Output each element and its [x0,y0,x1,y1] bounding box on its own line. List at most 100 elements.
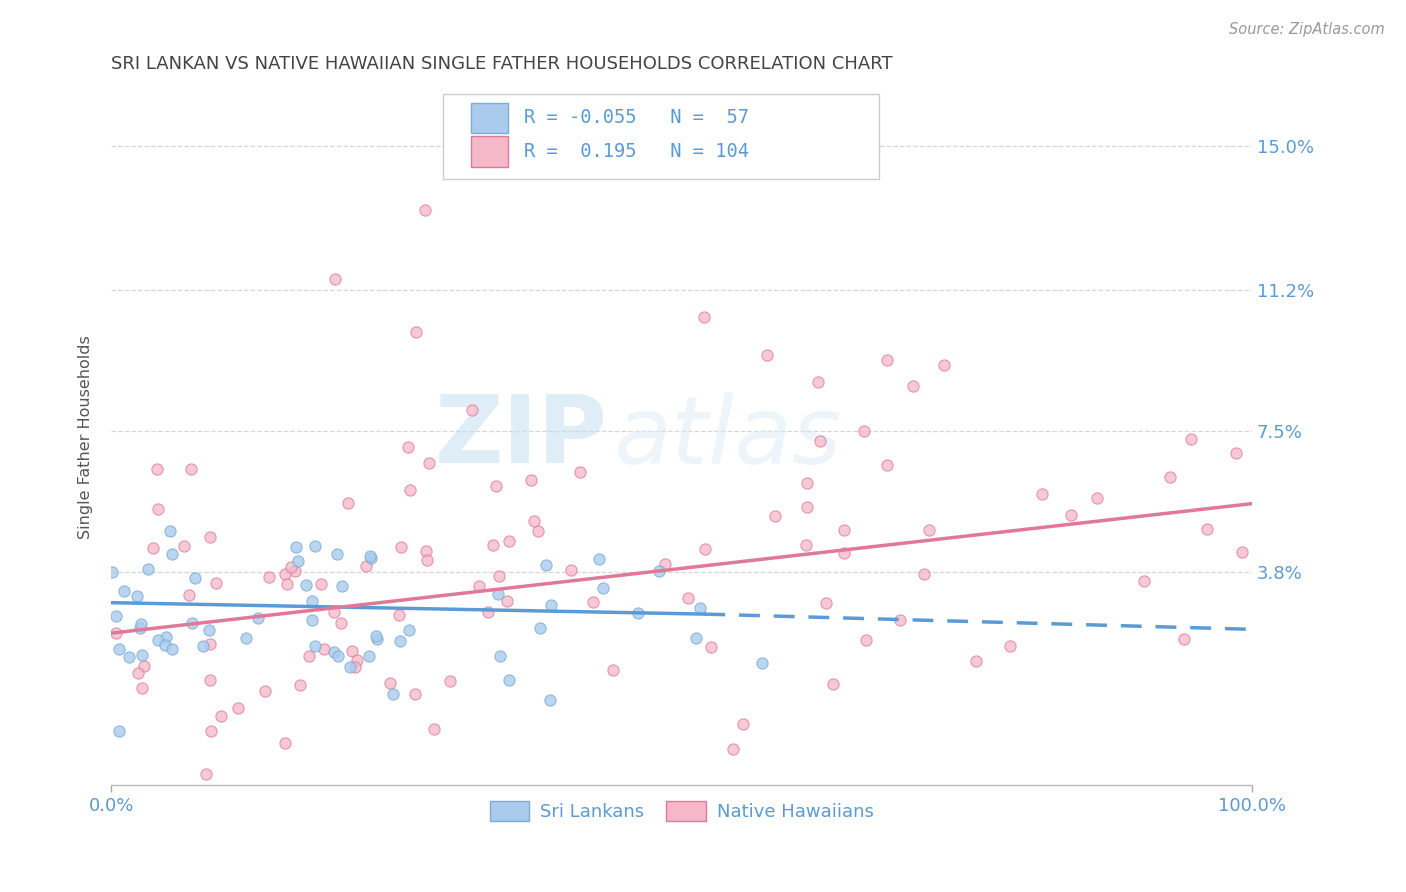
Point [733,717,755,731]
Point [105,609,128,624]
Point [415,544,437,558]
Point [364,629,387,643]
Point [416,553,439,567]
Text: ZIP: ZIP [434,391,607,483]
Point [481,538,503,552]
Point [323,271,346,285]
Point [153,638,176,652]
Point [1180,432,1202,446]
Point [274,736,297,750]
Point [132,658,155,673]
Point [855,632,877,647]
Point [396,440,419,454]
Point [118,650,141,665]
Point [965,654,987,668]
Point [304,540,326,554]
Point [200,724,222,739]
Point [523,514,546,528]
Point [342,644,364,658]
Point [326,648,349,663]
Point [439,674,461,689]
Point [917,523,939,537]
Point [1173,632,1195,647]
Point [477,605,499,619]
Point [160,548,183,562]
Point [678,591,700,606]
Point [360,551,382,566]
Point [337,496,360,510]
Point [998,639,1021,653]
Point [257,570,280,584]
Point [876,352,898,367]
Point [1031,487,1053,501]
Point [405,326,427,340]
Point [815,596,838,610]
Point [823,677,845,691]
Point [136,562,159,576]
Point [104,626,127,640]
Point [298,648,321,663]
Point [602,663,624,677]
Point [1225,446,1247,460]
Point [129,621,152,635]
Point [832,546,855,560]
Point [389,540,412,554]
Point [226,700,249,714]
Point [486,587,509,601]
Point [852,425,875,439]
Point [912,567,935,582]
Point [538,692,561,706]
Point [131,681,153,695]
Point [422,722,444,736]
Text: SRI LANKAN VS NATIVE HAWAIIAN SINGLE FATHER HOUSEHOLDS CORRELATION CHART: SRI LANKAN VS NATIVE HAWAIIAN SINGLE FAT… [111,55,893,73]
Point [205,576,228,591]
Point [173,539,195,553]
Point [294,578,316,592]
Point [191,639,214,653]
Point [498,533,520,548]
Text: R = -0.055   N =  57: R = -0.055 N = 57 [524,108,749,128]
Point [301,613,323,627]
Point [280,560,302,574]
Point [794,538,817,552]
Point [796,500,818,514]
Point [382,687,405,701]
Point [285,541,308,555]
Point [339,660,361,674]
Point [389,633,412,648]
Point [177,588,200,602]
Point [568,465,591,479]
Point [468,579,491,593]
Point [588,552,610,566]
Point [209,708,232,723]
Point [1230,545,1253,559]
Point [380,676,402,690]
Point [142,541,165,555]
Point [889,613,911,627]
Point [127,666,149,681]
Point [648,564,671,578]
Point [1059,508,1081,523]
Point [323,644,346,658]
Point [693,542,716,557]
Point [330,578,353,592]
Point [253,684,276,698]
Point [751,656,773,670]
Point [488,569,510,583]
Point [461,403,484,417]
Point [155,630,177,644]
Y-axis label: Single Father Households: Single Father Households [79,335,93,539]
Point [763,508,786,523]
Point [304,640,326,654]
Point [197,623,219,637]
Point [160,641,183,656]
Point [301,594,323,608]
Point [654,557,676,571]
Point [1195,522,1218,536]
Text: R =  0.195   N = 104: R = 0.195 N = 104 [524,142,749,161]
Point [404,687,426,701]
Point [932,358,955,372]
Point [807,375,830,389]
Point [627,606,650,620]
Point [366,632,388,647]
